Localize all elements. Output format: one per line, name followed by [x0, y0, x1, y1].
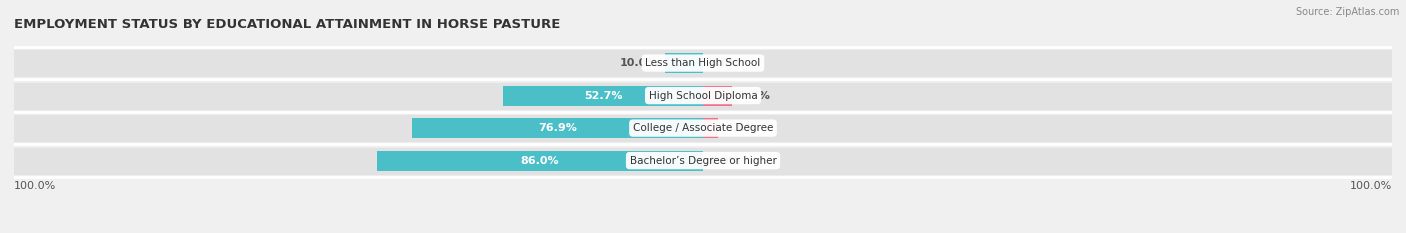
- Bar: [503, 86, 703, 106]
- Text: EMPLOYMENT STATUS BY EDUCATIONAL ATTAINMENT IN HORSE PASTURE: EMPLOYMENT STATUS BY EDUCATIONAL ATTAINM…: [14, 18, 561, 31]
- Text: 52.7%: 52.7%: [583, 91, 623, 101]
- Text: 0.0%: 0.0%: [710, 156, 741, 166]
- Text: 10.0%: 10.0%: [620, 58, 658, 68]
- Text: 7.7%: 7.7%: [740, 91, 770, 101]
- Bar: [703, 86, 733, 106]
- Text: 100.0%: 100.0%: [14, 181, 56, 191]
- Text: College / Associate Degree: College / Associate Degree: [633, 123, 773, 133]
- Bar: [14, 82, 1392, 109]
- Bar: [412, 118, 703, 138]
- Text: 100.0%: 100.0%: [1350, 181, 1392, 191]
- Bar: [665, 53, 703, 73]
- Bar: [14, 50, 1392, 76]
- Text: 0.0%: 0.0%: [710, 58, 741, 68]
- Bar: [703, 118, 718, 138]
- Bar: [377, 151, 703, 171]
- Text: 86.0%: 86.0%: [520, 156, 560, 166]
- Text: Less than High School: Less than High School: [645, 58, 761, 68]
- Text: Bachelor’s Degree or higher: Bachelor’s Degree or higher: [630, 156, 776, 166]
- Text: 76.9%: 76.9%: [538, 123, 576, 133]
- Text: High School Diploma: High School Diploma: [648, 91, 758, 101]
- Bar: [14, 115, 1392, 141]
- Legend: In Labor Force, Unemployed: In Labor Force, Unemployed: [598, 230, 808, 233]
- Text: Source: ZipAtlas.com: Source: ZipAtlas.com: [1295, 7, 1399, 17]
- Bar: [14, 147, 1392, 174]
- Text: 4.0%: 4.0%: [725, 123, 756, 133]
